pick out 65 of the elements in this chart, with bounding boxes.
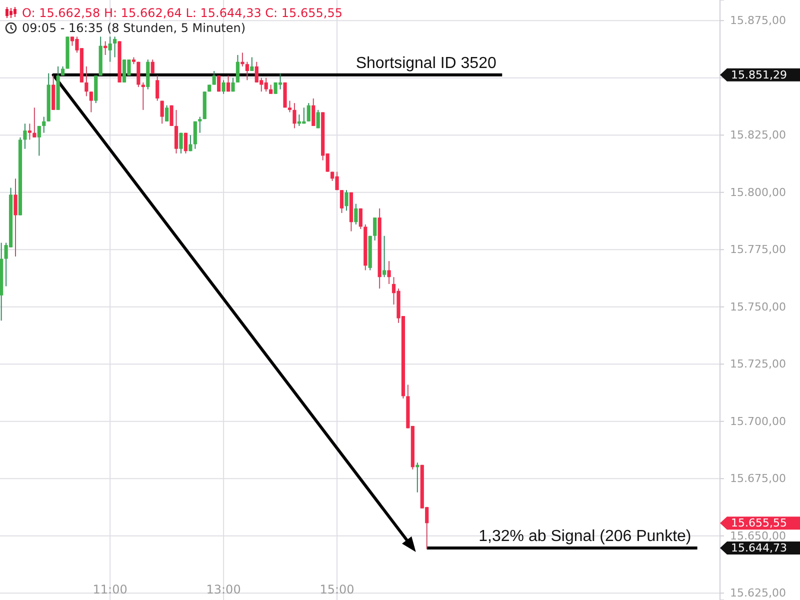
candlestick <box>112 36 117 58</box>
x-tick-label: 13:00 <box>206 582 241 597</box>
candlestick <box>184 132 188 154</box>
candlestick <box>217 75 221 92</box>
candlestick <box>42 116 46 134</box>
candlestick <box>269 84 273 94</box>
candlestick <box>288 100 292 113</box>
y-tick-label: 15.750,00 <box>730 300 786 314</box>
candlestick <box>236 54 240 83</box>
y-tick-label: 15.725,00 <box>730 358 786 371</box>
candlestick <box>150 59 154 74</box>
candlestick <box>32 107 36 138</box>
candlestick <box>14 178 18 257</box>
candlestick <box>108 36 112 62</box>
text: 15.655,55 <box>731 516 787 530</box>
annotation: 1,32% ab Signal (206 Punkte) <box>478 528 692 545</box>
y-tick-label: 15.775,00 <box>730 243 786 256</box>
candlestick <box>226 75 230 92</box>
candlestick <box>160 100 164 124</box>
candlestick <box>193 120 197 150</box>
x-tick-label: 11:00 <box>92 582 128 597</box>
candlestick <box>179 132 183 154</box>
y-tick-label: 15.825,00 <box>730 128 786 142</box>
candlestick <box>245 61 249 81</box>
candlestick <box>89 91 93 113</box>
candlestick <box>387 260 391 284</box>
candlestick <box>306 102 310 122</box>
candlestick <box>354 203 358 225</box>
y-tick-label: 15.650,00 <box>730 529 786 542</box>
text: 09:05 - 16:35 (8 Stunden, 5 Minuten) <box>22 21 246 35</box>
candlestick <box>212 70 216 86</box>
candlestick <box>250 56 254 72</box>
candlestick <box>198 116 202 134</box>
candlestick <box>84 66 88 97</box>
candlestick <box>340 190 344 214</box>
candlestick <box>316 109 320 129</box>
candlestick <box>170 104 174 126</box>
x-tick-label: 15:00 <box>320 582 354 597</box>
candlestick <box>37 125 41 156</box>
candlestick <box>165 104 169 122</box>
candlestick <box>23 123 27 150</box>
y-tick-label: 15.700,00 <box>730 414 786 428</box>
candlestick <box>141 82 145 110</box>
candlestick <box>222 80 226 94</box>
candlestick <box>28 123 32 140</box>
candlestick <box>136 61 140 88</box>
text: O: 15.662,58 H: 15.662,64 L: 15.644,33 C: 15.655,55 <box>22 6 342 20</box>
candlestick <box>358 208 362 230</box>
candlestick <box>188 134 192 152</box>
annotation: Shortsignal ID 3520 <box>356 54 496 72</box>
candlestick <box>240 52 244 67</box>
candlestick <box>312 98 316 126</box>
candlestick <box>292 102 296 129</box>
text: 15.851,29 <box>731 68 787 82</box>
y-tick-label: 15.625,00 <box>730 586 786 600</box>
y-tick-label: 15.675,00 <box>730 472 786 486</box>
candlestick <box>344 190 348 212</box>
text: 15.644,73 <box>731 541 787 554</box>
candlestick <box>174 109 178 154</box>
candlestick <box>156 75 160 102</box>
y-tick-label: 15.800,00 <box>730 186 786 199</box>
y-tick-label: 15.875,00 <box>730 14 786 28</box>
candlestick <box>382 235 386 278</box>
candlestick <box>373 217 377 241</box>
candlestick <box>231 77 235 92</box>
